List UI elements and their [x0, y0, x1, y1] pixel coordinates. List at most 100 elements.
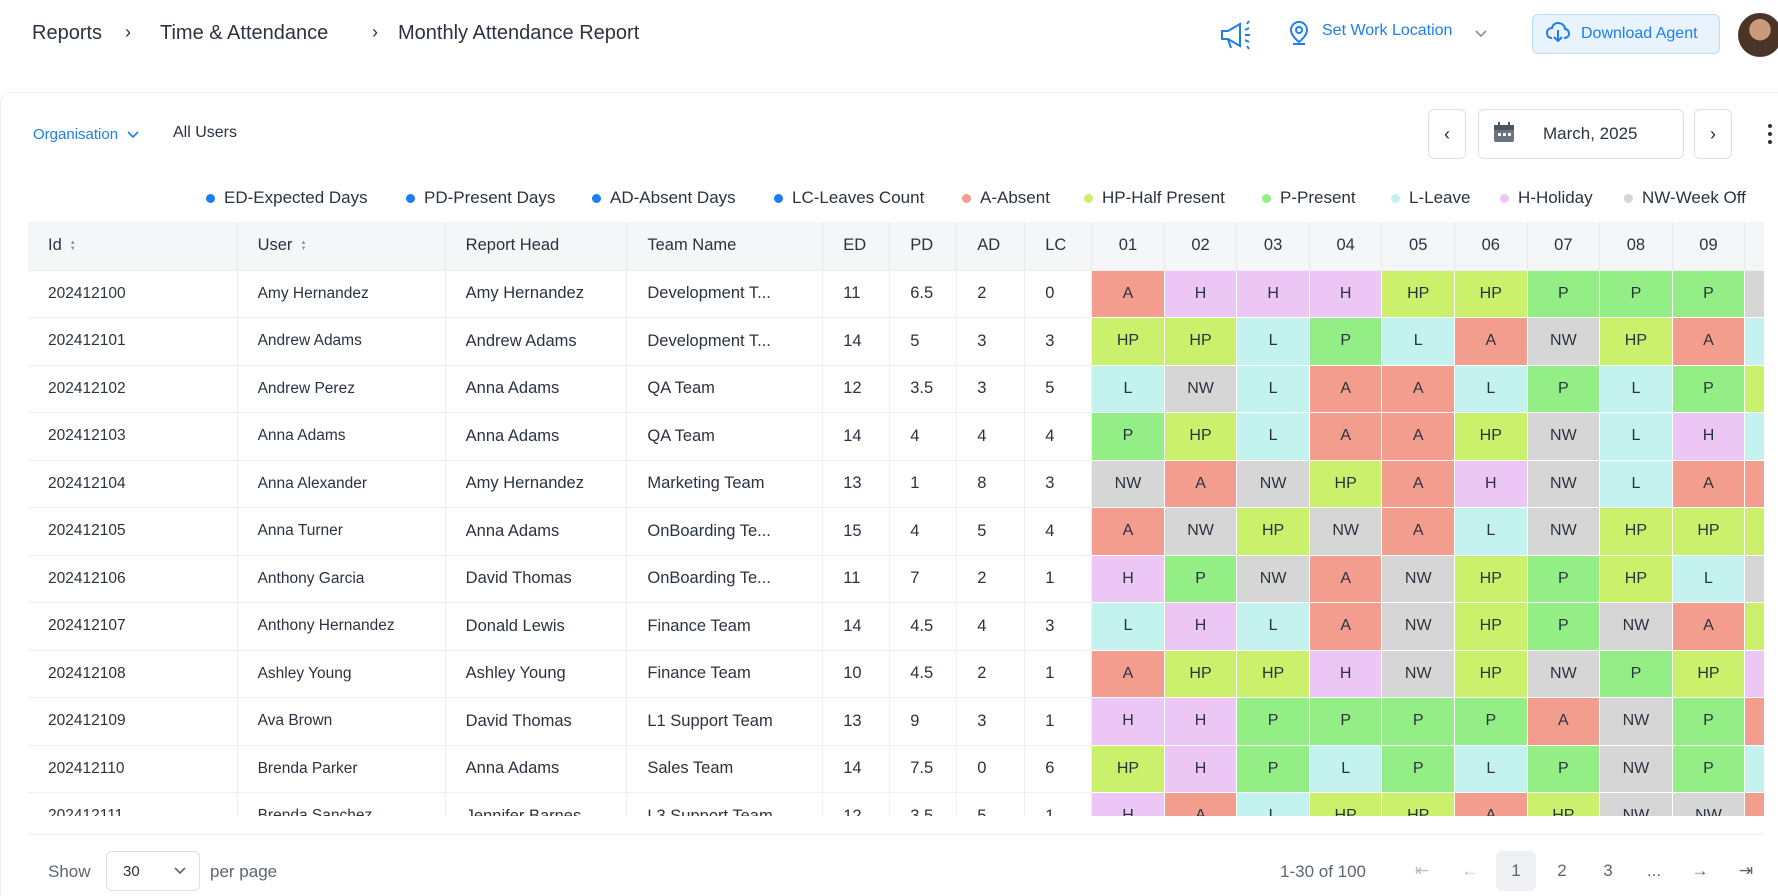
table-row[interactable]: 202412109 Ava Brown David Thomas L1 Support…: [28, 697, 1764, 746]
attendance-day-cell[interactable]: L: [1381, 317, 1456, 366]
attendance-day-cell[interactable]: HP: [1744, 507, 1764, 556]
attendance-day-cell[interactable]: L: [1236, 317, 1310, 366]
attendance-day-cell[interactable]: HP: [1236, 507, 1310, 556]
month-picker[interactable]: March, 2025: [1478, 109, 1684, 159]
page-1-button[interactable]: 1: [1496, 851, 1536, 891]
attendance-day-cell[interactable]: L: [1454, 507, 1528, 556]
attendance-day-cell[interactable]: P: [1672, 745, 1746, 793]
attendance-day-cell[interactable]: P: [1309, 317, 1383, 366]
attendance-day-cell[interactable]: P: [1527, 602, 1601, 651]
attendance-day-cell[interactable]: H: [1309, 650, 1383, 698]
attendance-day-cell[interactable]: HP: [1454, 270, 1528, 318]
attendance-day-cell[interactable]: L: [1309, 745, 1383, 793]
attendance-day-cell[interactable]: P: [1672, 270, 1746, 318]
attendance-day-cell[interactable]: P: [1309, 697, 1383, 746]
attendance-day-cell[interactable]: NW: [1309, 507, 1383, 556]
attendance-day-cell[interactable]: L: [1236, 365, 1310, 413]
attendance-day-cell[interactable]: A: [1164, 792, 1238, 816]
attendance-day-cell[interactable]: NW: [1527, 650, 1601, 698]
attendance-day-cell[interactable]: L: [1599, 412, 1673, 461]
next-page-icon[interactable]: →: [1691, 861, 1709, 880]
attendance-day-cell[interactable]: P: [1672, 697, 1746, 746]
attendance-day-cell[interactable]: NW: [1672, 792, 1746, 816]
attendance-day-cell[interactable]: HP: [1599, 317, 1673, 366]
attendance-day-cell[interactable]: NW: [1381, 650, 1456, 698]
attendance-day-cell[interactable]: H: [1236, 270, 1310, 318]
attendance-day-cell[interactable]: H: [1744, 650, 1764, 698]
attendance-day-cell[interactable]: P: [1454, 697, 1528, 746]
page-3-button[interactable]: 3: [1603, 861, 1613, 880]
attendance-day-cell[interactable]: P: [1381, 697, 1456, 746]
table-row[interactable]: 202412103 Anna Adams Anna Adams QA Team 14 4 4…: [28, 412, 1764, 461]
attendance-day-cell[interactable]: P: [1527, 555, 1601, 603]
attendance-day-cell[interactable]: A: [1381, 507, 1456, 556]
attendance-day-cell[interactable]: HP: [1381, 270, 1456, 318]
column-header[interactable]: Id ▲ ▼: [28, 222, 238, 271]
attendance-day-cell[interactable]: NW: [1527, 317, 1601, 366]
chevron-down-icon[interactable]: [1474, 26, 1488, 44]
attendance-day-cell[interactable]: L: [1236, 602, 1310, 651]
table-row[interactable]: 202412111 Brenda Sanchez Jennifer Barnes L3…: [28, 792, 1764, 816]
attendance-day-cell[interactable]: A: [1744, 697, 1764, 746]
breadcrumb-time-attendance[interactable]: Time & Attendance: [160, 22, 329, 44]
attendance-day-cell[interactable]: HP: [1672, 507, 1746, 556]
attendance-day-cell[interactable]: HP: [1527, 792, 1601, 816]
attendance-day-cell[interactable]: NW: [1527, 412, 1601, 461]
attendance-day-cell[interactable]: P: [1236, 697, 1310, 746]
attendance-day-cell[interactable]: L: [1454, 745, 1528, 793]
attendance-day-cell[interactable]: A: [1381, 460, 1456, 508]
last-page-icon[interactable]: ⇥: [1738, 861, 1754, 880]
attendance-day-cell[interactable]: HP: [1672, 650, 1746, 698]
attendance-day-cell[interactable]: NW: [1381, 555, 1456, 603]
attendance-day-cell[interactable]: HP: [1599, 555, 1673, 603]
attendance-day-cell[interactable]: A: [1309, 412, 1383, 461]
attendance-day-cell[interactable]: L: [1236, 792, 1310, 816]
attendance-day-cell[interactable]: A: [1454, 792, 1528, 816]
attendance-day-cell[interactable]: H: [1454, 460, 1528, 508]
attendance-day-cell[interactable]: NW: [1164, 507, 1238, 556]
attendance-day-cell[interactable]: A: [1672, 460, 1746, 508]
attendance-day-cell[interactable]: P: [1164, 555, 1238, 603]
attendance-day-cell[interactable]: A: [1744, 792, 1764, 816]
attendance-day-cell[interactable]: P: [1527, 745, 1601, 793]
attendance-day-cell[interactable]: A: [1091, 507, 1165, 556]
table-row[interactable]: 202412102 Andrew Perez Anna Adams QA Team 12…: [28, 365, 1764, 413]
attendance-day-cell[interactable]: L: [1744, 412, 1764, 461]
table-row[interactable]: 202412108 Ashley Young Ashley Young Finance…: [28, 650, 1764, 698]
attendance-day-cell[interactable]: P: [1091, 412, 1165, 461]
table-row[interactable]: 202412100 Amy Hernandez Amy Hernandez Devel…: [28, 270, 1764, 318]
column-header[interactable]: User ▲ ▼: [237, 222, 446, 271]
table-row[interactable]: 202412110 Brenda Parker Anna Adams Sales Te…: [28, 745, 1764, 793]
attendance-day-cell[interactable]: H: [1164, 697, 1238, 746]
per-page-select[interactable]: 30: [106, 851, 200, 891]
attendance-day-cell[interactable]: HP: [1091, 317, 1165, 366]
attendance-day-cell[interactable]: L: [1236, 412, 1310, 461]
attendance-day-cell[interactable]: A: [1672, 317, 1746, 366]
sort-icon[interactable]: ▲ ▼: [69, 239, 76, 252]
attendance-day-cell[interactable]: A: [1381, 365, 1456, 413]
next-month-button[interactable]: ›: [1694, 109, 1732, 159]
attendance-day-cell[interactable]: NW: [1744, 555, 1764, 603]
attendance-day-cell[interactable]: H: [1164, 745, 1238, 793]
table-row[interactable]: 202412107 Anthony Hernandez Donald Lewis Fi…: [28, 602, 1764, 651]
attendance-day-cell[interactable]: L: [1599, 460, 1673, 508]
attendance-day-cell[interactable]: L: [1672, 555, 1746, 603]
attendance-day-cell[interactable]: HP: [1164, 412, 1238, 461]
attendance-day-cell[interactable]: P: [1672, 365, 1746, 413]
attendance-day-cell[interactable]: A: [1454, 317, 1528, 366]
set-work-location-button[interactable]: Set Work Location: [1322, 22, 1453, 39]
attendance-day-cell[interactable]: A: [1309, 602, 1383, 651]
attendance-day-cell[interactable]: H: [1091, 792, 1165, 816]
attendance-day-cell[interactable]: P: [1599, 270, 1673, 318]
attendance-day-cell[interactable]: NW: [1599, 792, 1673, 816]
attendance-day-cell[interactable]: HP: [1091, 745, 1165, 793]
attendance-day-cell[interactable]: NW: [1381, 602, 1456, 651]
attendance-day-cell[interactable]: NW: [1599, 602, 1673, 651]
attendance-day-cell[interactable]: A: [1309, 365, 1383, 413]
previous-month-button[interactable]: ‹: [1428, 109, 1466, 159]
attendance-day-cell[interactable]: HP: [1236, 650, 1310, 698]
attendance-day-cell[interactable]: L: [1599, 365, 1673, 413]
table-row[interactable]: 202412105 Anna Turner Anna Adams OnBoarding…: [28, 507, 1764, 556]
breadcrumb-reports[interactable]: Reports: [32, 22, 103, 44]
attendance-day-cell[interactable]: HP: [1454, 555, 1528, 603]
